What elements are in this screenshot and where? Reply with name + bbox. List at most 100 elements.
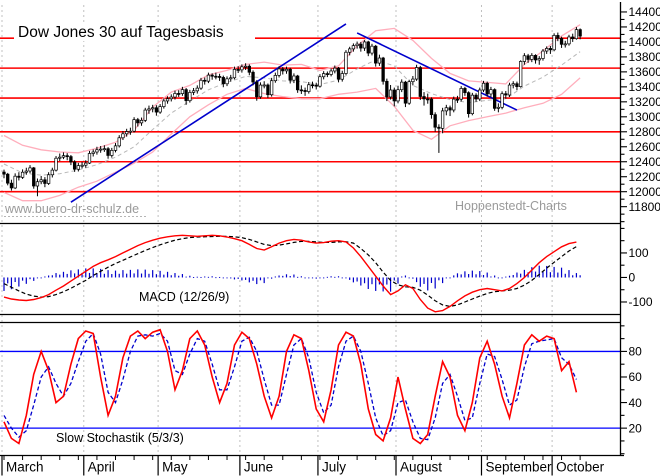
macd-histogram-bar bbox=[423, 277, 425, 284]
macd-histogram-bar bbox=[367, 277, 369, 289]
candle-body bbox=[571, 36, 575, 40]
candle-body bbox=[463, 88, 467, 94]
candle-body bbox=[184, 89, 188, 102]
macd-histogram-bar bbox=[534, 271, 537, 278]
candle-body bbox=[229, 77, 233, 80]
macd-histogram-bar bbox=[386, 277, 388, 285]
price-tick-label: 12400 bbox=[629, 155, 660, 169]
candle-body bbox=[169, 96, 173, 100]
macd-histogram-bar bbox=[241, 277, 243, 281]
candle-body bbox=[147, 108, 151, 111]
macd-histogram-bar bbox=[159, 270, 161, 278]
candle-body bbox=[388, 89, 393, 98]
macd-histogram-bar bbox=[148, 273, 150, 278]
candle-body bbox=[17, 175, 21, 178]
macd-histogram-bar bbox=[92, 268, 94, 278]
macd-histogram-bar bbox=[438, 277, 440, 281]
candle-body bbox=[46, 174, 51, 184]
candle-body bbox=[359, 43, 363, 49]
macd-histogram-bar bbox=[274, 276, 276, 278]
month-label: May bbox=[162, 460, 188, 475]
macd-histogram-bar bbox=[285, 274, 288, 278]
macd-histogram-bar bbox=[557, 272, 559, 278]
macd-label: MACD (12/26/9) bbox=[139, 290, 229, 304]
macd-histogram-bar bbox=[579, 275, 581, 278]
macd-histogram-bar bbox=[341, 277, 343, 279]
macd-histogram-bar bbox=[245, 277, 247, 280]
macd-histogram-bar bbox=[516, 272, 518, 278]
macd-histogram-bar bbox=[572, 275, 574, 278]
macd-histogram-bar bbox=[70, 270, 72, 278]
macd-tick-label: 0 bbox=[629, 271, 636, 285]
macd-signal-line bbox=[3, 235, 577, 308]
candle-body bbox=[72, 161, 77, 170]
candle-body bbox=[474, 94, 478, 100]
month-label: June bbox=[244, 460, 273, 475]
candle-body bbox=[221, 77, 225, 85]
candle-body bbox=[485, 82, 489, 95]
month-label: March bbox=[6, 460, 44, 475]
price-tick-label: 14200 bbox=[629, 20, 660, 34]
candle-body bbox=[559, 38, 564, 45]
macd-histogram-bar bbox=[215, 277, 217, 279]
macd-histogram-bar bbox=[337, 276, 340, 278]
candle-body bbox=[307, 84, 311, 92]
candle-body bbox=[574, 29, 579, 40]
macd-histogram-bar bbox=[538, 265, 540, 278]
price-tick-label: 12800 bbox=[629, 125, 660, 139]
macd-histogram-bar bbox=[330, 276, 332, 278]
macd-histogram-bar bbox=[449, 277, 451, 279]
candle-body bbox=[9, 182, 14, 189]
candle-body bbox=[348, 48, 352, 53]
candle-body bbox=[556, 35, 560, 39]
macd-histogram-bar bbox=[560, 267, 563, 278]
candle-body bbox=[325, 73, 330, 75]
candle-body bbox=[418, 67, 422, 97]
candle-body bbox=[2, 171, 6, 175]
candle-body bbox=[158, 106, 162, 113]
candle-body bbox=[110, 150, 114, 156]
candle-body bbox=[76, 165, 80, 170]
macd-histogram-bar bbox=[434, 277, 436, 289]
candle-body bbox=[489, 89, 493, 95]
candle-body bbox=[128, 130, 133, 133]
candle-body bbox=[414, 67, 419, 80]
price-tick-label: 13000 bbox=[629, 110, 660, 124]
candle-body bbox=[548, 48, 553, 51]
macd-histogram-bar bbox=[59, 274, 61, 278]
macd-histogram-bar bbox=[122, 270, 124, 278]
macd-histogram-bar bbox=[508, 275, 511, 278]
candle-body bbox=[478, 89, 482, 100]
candle-body bbox=[429, 98, 434, 115]
macd-histogram-bar bbox=[523, 269, 525, 278]
candle-body bbox=[481, 82, 486, 91]
stoch-k-line bbox=[3, 328, 578, 445]
macd-histogram-bar bbox=[293, 274, 295, 278]
macd-histogram-bar bbox=[178, 275, 180, 278]
macd-histogram-bar bbox=[345, 277, 347, 279]
price-tick-label: 13600 bbox=[629, 65, 660, 79]
candle-body bbox=[411, 78, 415, 83]
candle-body bbox=[526, 55, 530, 60]
macd-histogram-bar bbox=[200, 276, 202, 278]
macd-histogram-bar bbox=[349, 277, 351, 280]
candle-body bbox=[143, 109, 147, 121]
candle-body bbox=[470, 94, 474, 115]
macd-histogram-bar bbox=[430, 277, 433, 283]
price-tick-label: 13200 bbox=[629, 95, 660, 109]
candle-body bbox=[173, 93, 177, 98]
candle-body bbox=[132, 119, 136, 132]
candle-body bbox=[35, 181, 40, 187]
candle-body bbox=[284, 68, 289, 72]
month-label: August bbox=[400, 460, 442, 475]
candle-body bbox=[6, 173, 10, 184]
month-label: September bbox=[485, 460, 552, 475]
candle-body bbox=[448, 107, 452, 111]
candle-body bbox=[113, 145, 118, 151]
candle-body bbox=[236, 69, 240, 71]
candle-body bbox=[522, 55, 527, 62]
candle-body bbox=[336, 67, 341, 80]
candle-body bbox=[362, 41, 367, 49]
